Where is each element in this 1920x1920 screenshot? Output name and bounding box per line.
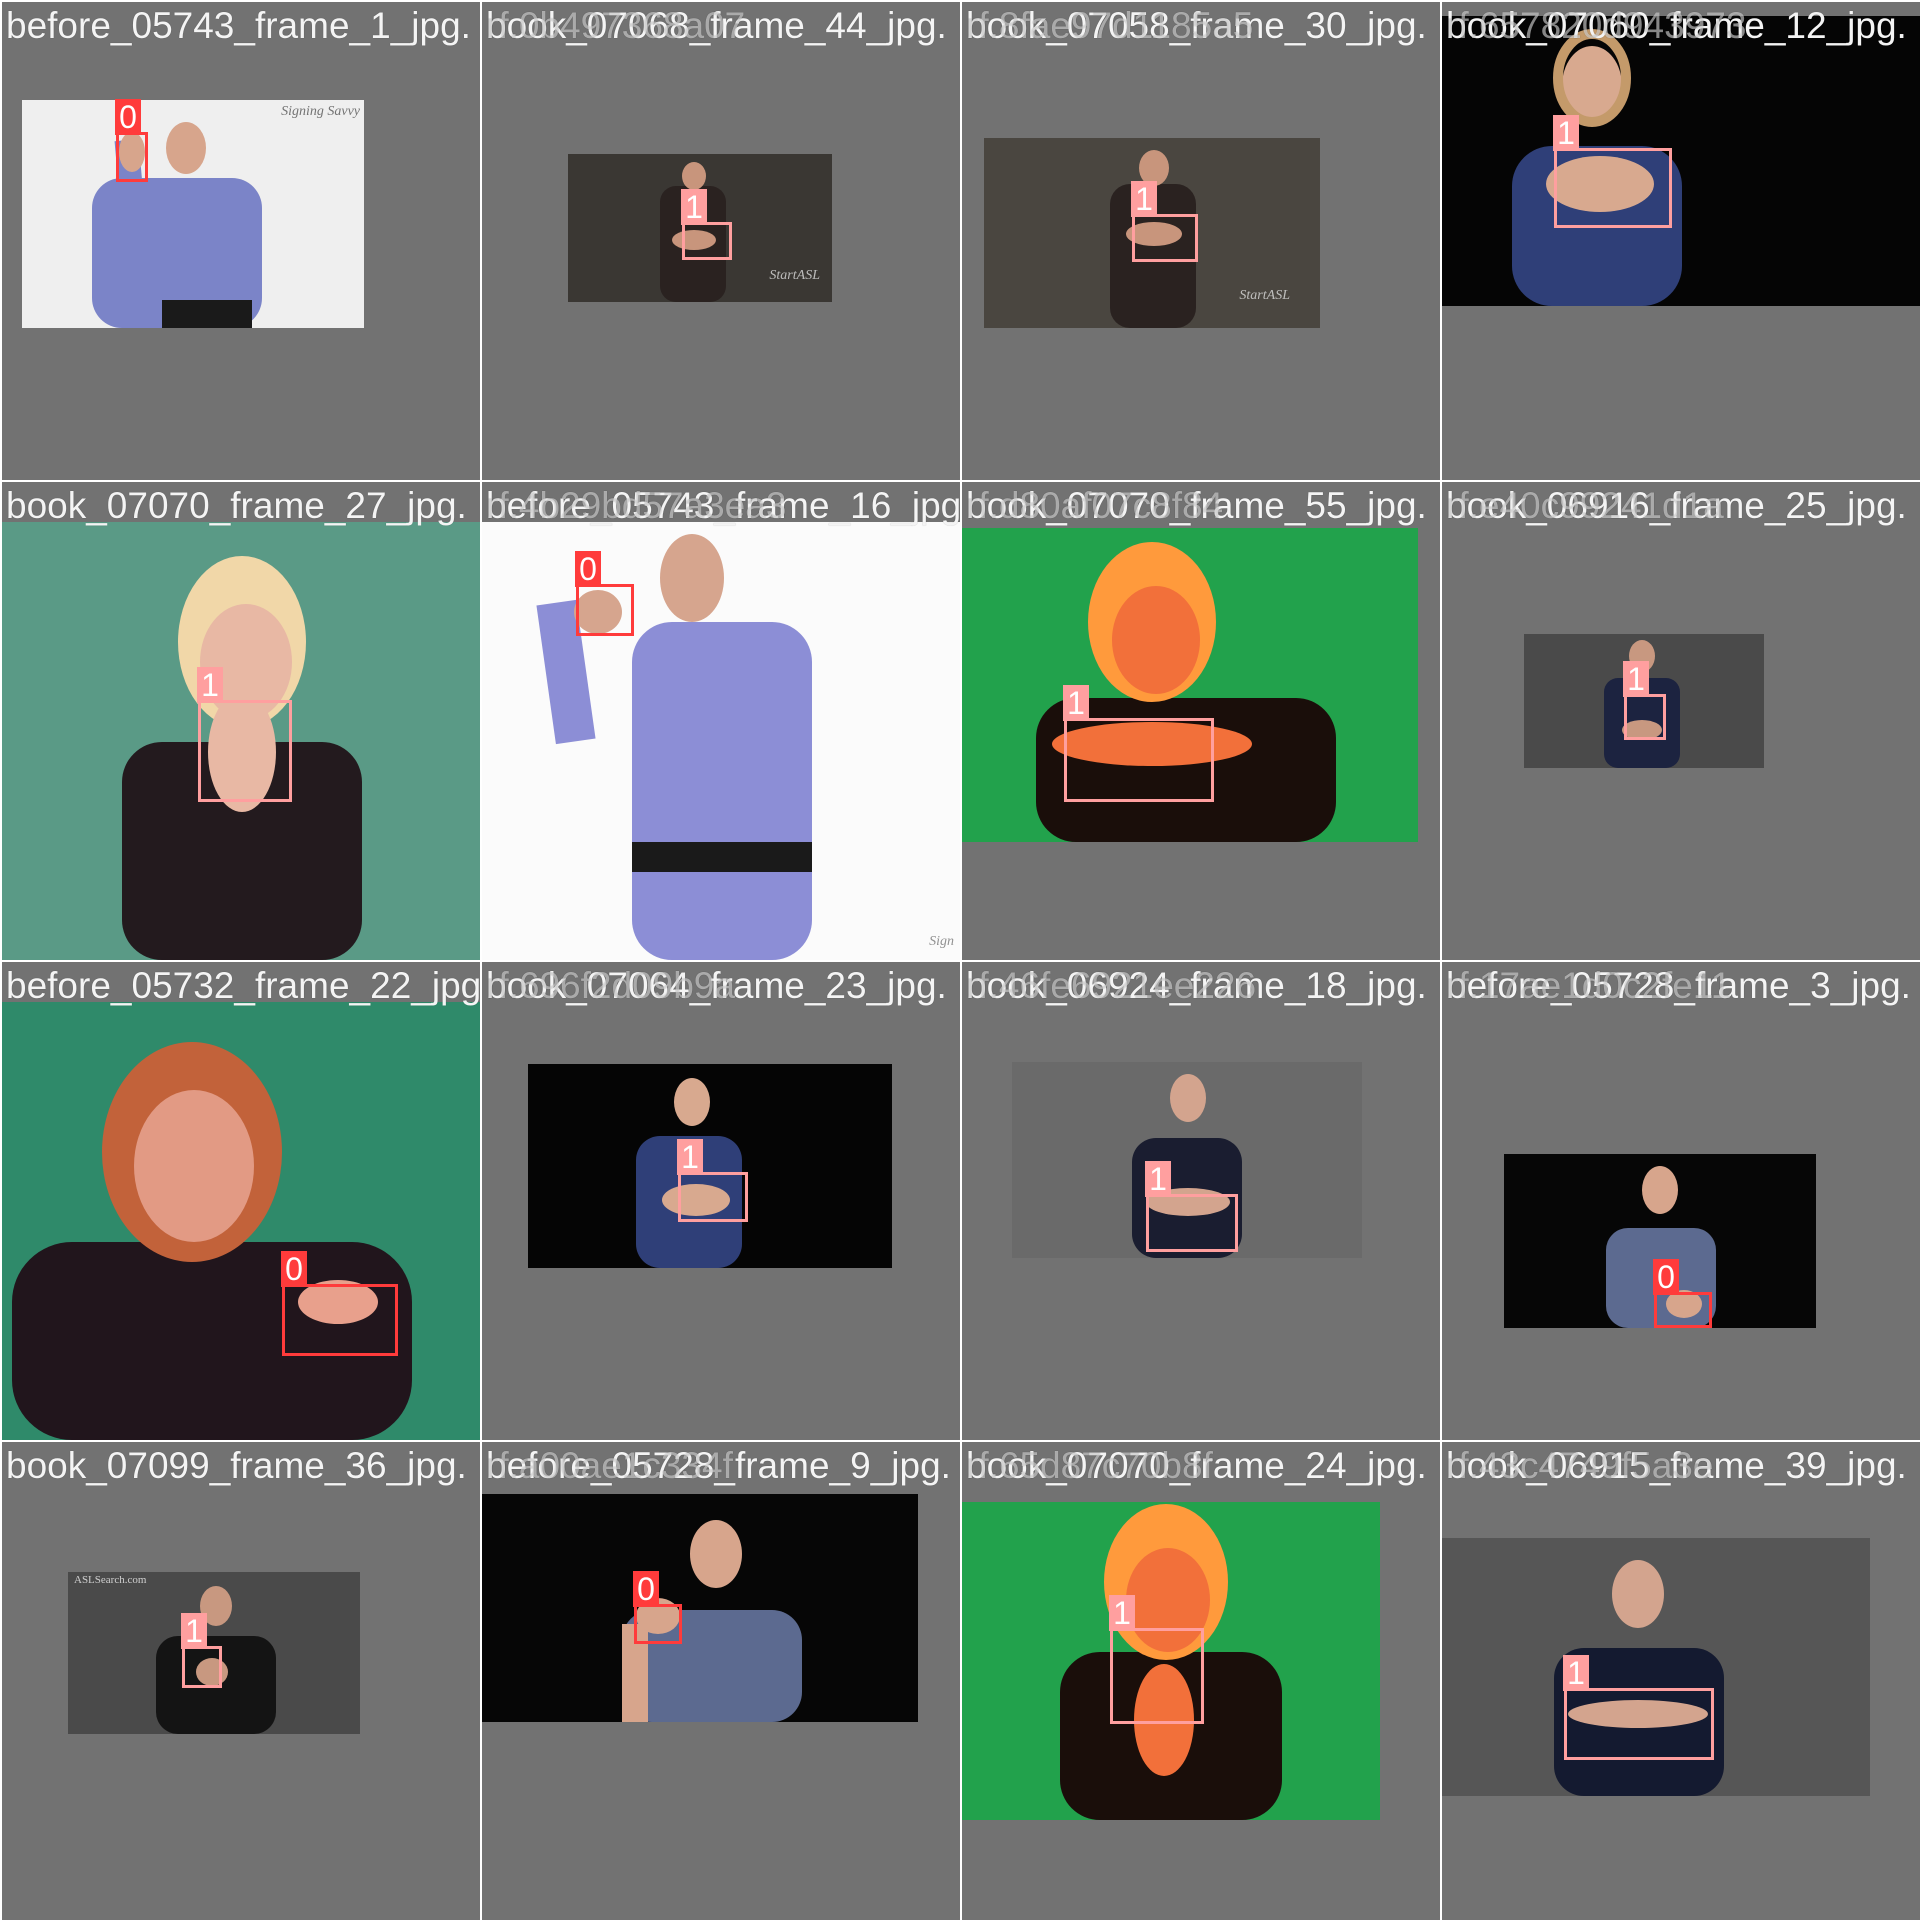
image-id-overlay: rf.0b497368a07 [486, 6, 745, 46]
detection-box: 1 [682, 222, 732, 260]
signer-figure [2, 1002, 480, 1440]
signer-figure [482, 522, 960, 960]
image-id-overlay: rf.4b29bd57a3ea3 [486, 486, 786, 526]
tile: 1 book_07064_frame_23_jpg. rf.696f2d09b9… [482, 962, 960, 1440]
image-id-overlay: rf.65d87c70b8f [966, 1446, 1213, 1486]
tile: 1 book_07070_frame_24_jpg. rf.65d87c70b8… [962, 1442, 1440, 1920]
class-tag: 1 [1563, 1655, 1589, 1691]
tile: StartASL 1 book_07068_frame_44_jpg. rf.0… [482, 2, 960, 480]
image-id-overlay: rf.17ae1d0c2fe11 [1446, 966, 1731, 1006]
class-tag: 1 [1145, 1161, 1171, 1197]
video-frame: Signing Savvy [22, 100, 364, 328]
detection-box: 1 [1564, 1688, 1714, 1760]
video-frame [2, 1002, 480, 1440]
tile: Signing Savvy 0 before_05743_frame_1_jpg… [2, 2, 480, 480]
class-tag: 1 [1131, 181, 1157, 217]
tile: Sign 0 before_05743_frame_16_jpg. rf.4b2… [482, 482, 960, 960]
watermark: ASLSearch.com [74, 1574, 146, 1586]
class-tag: 1 [1553, 115, 1579, 151]
signer-figure [22, 100, 364, 328]
image-id-overlay: rf.e40c99241d1a [1446, 486, 1724, 526]
detection-box: 1 [1554, 148, 1672, 228]
class-tag: 1 [677, 1139, 703, 1175]
detection-box: 1 [678, 1172, 748, 1222]
tile: 1 book_07070_frame_55_jpg. rf.d80af07c8f… [962, 482, 1440, 960]
video-frame [528, 1064, 892, 1268]
class-tag: 1 [1623, 661, 1649, 697]
image-filename: book_07070_frame_27_jpg. [6, 486, 467, 526]
image-id-overlay: rf.696f2d09b9a [486, 966, 735, 1006]
tile: 1 book_07060_frame_12_jpg. rf.657820d943… [1442, 2, 1920, 480]
image-id-overlay: rf.657820d943973 [1446, 6, 1746, 46]
detection-box: 0 [282, 1284, 398, 1356]
class-tag: 1 [1063, 685, 1089, 721]
class-tag: 1 [1109, 1595, 1135, 1631]
image-id-overlay: rf.43c4749f5a3e [1446, 1446, 1713, 1486]
watermark: Signing Savvy [281, 104, 360, 120]
class-tag: 0 [633, 1571, 659, 1607]
tile: StartASL 1 book_07058_frame_30_jpg. rf.8… [962, 2, 1440, 480]
tile: 0 before_05728_frame_9_jpg. rf.a00ae1c33… [482, 1442, 960, 1920]
detection-box: 1 [1132, 214, 1198, 262]
image-filename: book_07099_frame_36_jpg. [6, 1446, 467, 1486]
tile: 0 before_05732_frame_22_jpg. [2, 962, 480, 1440]
video-frame [1442, 16, 1920, 306]
class-tag: 0 [281, 1251, 307, 1287]
tile: 1 book_06915_frame_39_jpg. rf.43c4749f5a… [1442, 1442, 1920, 1920]
image-filename: before_05732_frame_22_jpg. [6, 966, 480, 1006]
image-id-overlay: rf.46fe6921ee226 [966, 966, 1256, 1006]
watermark: StartASL [769, 268, 820, 284]
detection-box: 1 [1146, 1194, 1238, 1252]
class-tag: 0 [1653, 1259, 1679, 1295]
signer-figure [482, 1494, 918, 1722]
image-id-overlay: rf.d80af07c8f84 [966, 486, 1223, 526]
video-frame: Sign [482, 522, 960, 960]
class-tag: 1 [681, 189, 707, 225]
signer-figure [528, 1064, 892, 1268]
class-tag: 1 [181, 1613, 207, 1649]
detection-box: 1 [1110, 1628, 1204, 1724]
tile: 1 book_07070_frame_27_jpg. [2, 482, 480, 960]
detection-box: 0 [116, 132, 148, 182]
detection-box: 1 [1624, 694, 1666, 740]
detection-box: 1 [1064, 718, 1214, 802]
tile: ASLSearch.com 1 book_07099_frame_36_jpg. [2, 1442, 480, 1920]
video-frame [482, 1494, 918, 1722]
image-id-overlay: rf.8fae97d1185a5 [966, 6, 1253, 46]
detection-box: 0 [634, 1604, 682, 1644]
tile: 0 before_05728_frame_3_jpg. rf.17ae1d0c2… [1442, 962, 1920, 1440]
class-tag: 0 [115, 99, 141, 135]
detection-box: 1 [198, 700, 292, 802]
signer-figure [1442, 16, 1920, 306]
class-tag: 1 [197, 667, 223, 703]
tile: 1 book_06916_frame_25_jpg. rf.e40c99241d… [1442, 482, 1920, 960]
detection-box: 0 [576, 584, 634, 636]
detection-box: 0 [1654, 1292, 1712, 1328]
image-id-overlay: rf.a00ae1c334f [486, 1446, 733, 1486]
image-filename: before_05743_frame_1_jpg. [6, 6, 471, 46]
class-tag: 0 [575, 551, 601, 587]
detection-box: 1 [182, 1646, 222, 1688]
tile: 1 book_06924_frame_18_jpg. rf.46fe6921ee… [962, 962, 1440, 1440]
watermark: Sign [929, 934, 954, 950]
watermark: StartASL [1239, 288, 1290, 304]
